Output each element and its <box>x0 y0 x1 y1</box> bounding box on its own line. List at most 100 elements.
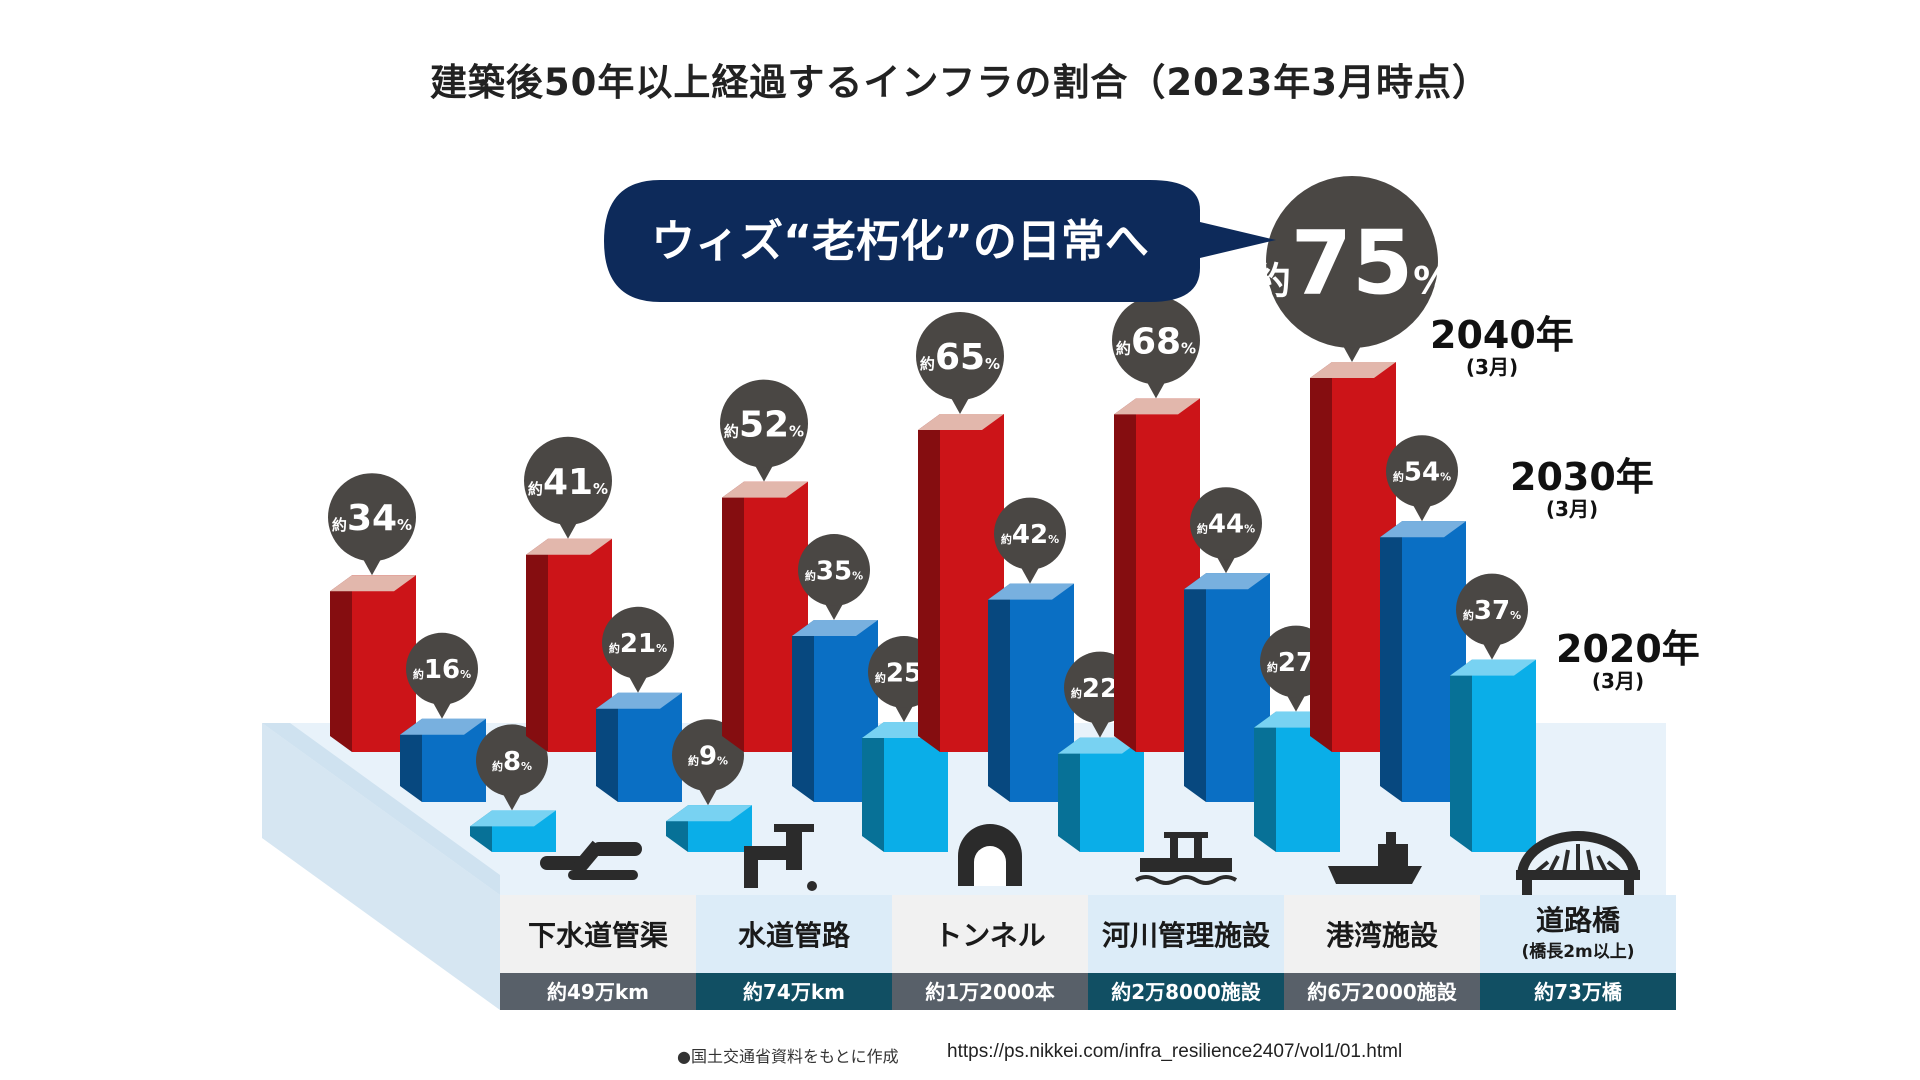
pipe-joint <box>574 840 604 872</box>
value-number: 8 <box>503 747 521 777</box>
bridge-strut <box>1548 855 1560 873</box>
category-label: 下水道管渠 <box>528 919 668 952</box>
bubble-circle <box>524 436 612 525</box>
bubble-pointer <box>824 602 844 620</box>
legend-sub: (3月) <box>1592 669 1644 693</box>
value-prefix: 約 <box>413 667 424 681</box>
value-bubble: 約54% <box>1386 435 1458 522</box>
faucet-handle <box>774 824 814 832</box>
bubble-pointer <box>1342 344 1362 362</box>
bar-side <box>1254 711 1276 852</box>
gate-post <box>1194 836 1202 860</box>
bridge-pier <box>1522 876 1532 900</box>
river-facility-icon <box>1134 832 1238 885</box>
value-number: 37 <box>1474 596 1510 626</box>
bar-side <box>722 481 744 752</box>
category-total: 約1万2000本 <box>925 980 1055 1004</box>
value-number: 35 <box>816 556 852 586</box>
value-bubble: 約65% <box>916 312 1004 414</box>
bubble-pointer <box>1090 719 1110 738</box>
bar-side <box>918 414 940 752</box>
source-url[interactable]: https://ps.nikkei.com/infra_resilience24… <box>947 1041 1403 1062</box>
ship-funnel <box>1386 832 1396 844</box>
bar-front <box>352 575 416 752</box>
bubble-pointer <box>698 787 718 806</box>
category-cell <box>696 895 892 973</box>
category-cell <box>1284 895 1480 973</box>
value-prefix: 約 <box>920 355 935 373</box>
category-total: 約49万km <box>547 980 649 1004</box>
bar-top <box>470 810 556 827</box>
value-label: 約21% <box>609 629 667 659</box>
category-cell <box>500 895 696 973</box>
bar-side <box>1310 362 1332 752</box>
bar-side <box>862 722 884 852</box>
faucet-spout <box>744 858 758 888</box>
banner-layer: ウィズ“老朽化”の日常へ <box>604 180 1276 302</box>
legend-year: 2020年 <box>1556 627 1700 671</box>
bubble-pointer <box>1482 641 1502 660</box>
bar-side <box>526 538 548 752</box>
gate-post <box>1170 836 1178 860</box>
bubble-circle <box>1456 573 1528 646</box>
value-suffix: % <box>1181 339 1196 357</box>
bar <box>666 805 752 852</box>
value-bubble: 約41% <box>524 436 612 539</box>
bar-top <box>1184 573 1270 590</box>
bubble-pointer <box>502 792 522 811</box>
value-bubble: 約8% <box>476 724 548 811</box>
bubble-circle <box>602 606 674 679</box>
value-suffix: % <box>1440 471 1451 484</box>
legend-item: 2020年(3月) <box>1556 627 1700 693</box>
value-label: 約35% <box>805 556 863 586</box>
bar <box>596 692 682 802</box>
value-suffix: % <box>397 516 412 534</box>
bridge-strut <box>1586 849 1594 873</box>
value-prefix: 約 <box>1254 260 1291 303</box>
gate-top <box>1164 832 1208 838</box>
value-label: 約68% <box>1116 321 1196 362</box>
bar-top <box>1114 398 1200 415</box>
value-number: 25 <box>886 658 922 688</box>
faucet-pipe <box>786 830 802 870</box>
tunnel-icon <box>958 824 1022 886</box>
value-bubble: 約42% <box>994 497 1066 584</box>
bubble-pointer <box>1412 503 1432 522</box>
banner-text: ウィズ“老朽化”の日常へ <box>651 216 1149 267</box>
category-label: 港湾施設 <box>1326 919 1439 952</box>
value-suffix: % <box>852 569 863 582</box>
category-total-bar <box>1284 973 1480 1010</box>
legend-sub: (3月) <box>1546 497 1598 521</box>
value-suffix: % <box>1413 260 1450 303</box>
value-number: 34 <box>347 498 397 539</box>
category-total: 約6万2000施設 <box>1307 980 1458 1004</box>
bar-front <box>618 692 682 802</box>
value-bubble: 約37% <box>1456 573 1528 660</box>
bubble-circle <box>1112 296 1200 385</box>
bar <box>330 575 416 752</box>
value-bubble: 約34% <box>328 473 416 576</box>
bar-top <box>1310 362 1396 378</box>
ship-cabin <box>1378 844 1408 866</box>
gate-deck <box>1140 858 1232 872</box>
bubble-pointer <box>754 463 774 482</box>
value-label: 約37% <box>1463 596 1521 626</box>
bridge-arch <box>1517 831 1639 877</box>
category-cell <box>1480 895 1676 973</box>
category-cell <box>1088 895 1284 973</box>
category-total-bar <box>892 973 1088 1010</box>
bar-side <box>596 692 618 802</box>
value-bubble: 約75% <box>1254 176 1450 362</box>
value-number: 16 <box>424 655 460 685</box>
bar-side <box>988 583 1010 802</box>
category-cell <box>892 895 1088 973</box>
value-bubble: 約21% <box>602 606 674 693</box>
value-label: 約42% <box>1001 520 1059 550</box>
bar-side <box>1450 659 1472 852</box>
bar-side <box>400 718 422 802</box>
icons-layer <box>540 824 1640 900</box>
value-number: 41 <box>543 462 593 503</box>
